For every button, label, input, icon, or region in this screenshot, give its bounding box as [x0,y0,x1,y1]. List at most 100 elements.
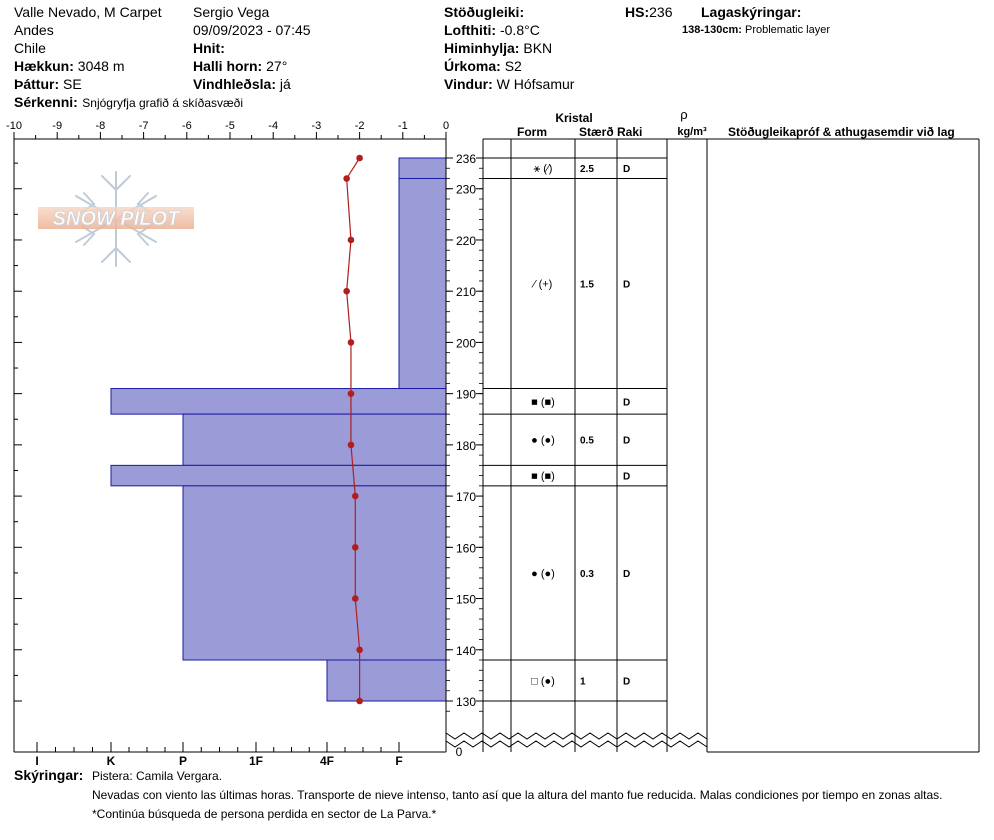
height-tick-label: 220 [456,234,476,248]
location-name: Valle Nevado, M Carpet [14,4,162,20]
hs-row: HS:236 [625,5,672,19]
layer-grain-size: 1 [580,677,586,688]
temp-tick-label: -9 [52,120,62,132]
hardness-bar [110,388,447,415]
height-tick-label: 236 [456,152,476,166]
stability-label: Stöðugleiki: [444,4,525,20]
wind-loading-value: já [279,76,291,92]
layer-grain-form: □ (●) [531,676,555,688]
mountain-range: Andes [14,22,54,38]
temperature-point [347,390,355,397]
precip-value: S2 [504,58,522,74]
hardness-tick-label: P [179,754,187,768]
hardness-tick-label: 1F [249,754,263,768]
layer-grain-form: ■ (■) [531,396,555,408]
temperature-point [347,236,355,244]
layer-notes-label: Lagaskýringar: [701,4,802,20]
hardness-tick-label: I [35,754,38,768]
temperature-point [356,646,363,654]
temperature-point [347,339,355,346]
slope-row: Halli horn: 27° [193,59,287,73]
temp-tick-label: -4 [268,120,278,132]
layer-moisture: D [623,569,630,580]
sky-row: Himinhylja: BKN [444,41,552,55]
temp-tick-label: -8 [96,120,106,132]
aspect-label: Þáttur: [14,76,60,92]
height-tick-label: 160 [456,541,476,555]
layer-grain-form: ● (●) [531,568,555,580]
hardness-tick-label: K [107,754,116,768]
precip-row: Úrkoma: S2 [444,59,522,73]
wind-loading-row: Vindhleðsla: já [193,77,291,91]
height-tick-label: 230 [456,183,476,197]
hardness-bar [182,485,447,661]
temp-tick-label: -2 [355,120,365,132]
layer-moisture: D [623,164,630,175]
temperature-point [351,492,359,500]
temperature-point [356,154,363,162]
temp-tick-label: 0 [443,120,449,132]
layer-note-range: 138-130cm: [682,24,742,36]
layer-grain-form: ● (●) [531,435,555,447]
layer-grain-size: 0.3 [580,569,594,580]
height-tick-label: 180 [456,439,476,453]
temp-tick-label: -6 [182,120,192,132]
layer-note-text: Problematic layer [745,24,830,36]
footer-label: Skýringar: [14,767,84,783]
temp-tick-label: -5 [225,120,235,132]
form-header: Form [517,125,547,139]
country: Chile [14,40,46,56]
size-header: Stærð [579,125,614,139]
hs-value: 236 [649,4,673,20]
zigzag-separator [445,732,708,748]
temp-tick-label: -3 [312,120,322,132]
hardness-bar [182,413,447,466]
temperature-point [347,441,355,449]
slope-label: Halli horn: [193,58,263,74]
sky-value: BKN [523,40,553,56]
footer-line-2: Nevadas con viento las últimas horas. Tr… [92,788,943,802]
kristal-header: Kristal [555,111,592,125]
layer-moisture: D [623,436,630,447]
observation-datetime: 09/09/2023 - 07:45 [193,22,311,38]
height-tick-label: 170 [456,490,476,504]
precip-label: Úrkoma: [444,58,501,74]
aspect-row: Þáttur: SE [14,77,82,91]
features-value: Snjógryfja grafið á skíðasvæði [82,96,244,110]
height-tick-label: 140 [456,644,476,658]
footer-line-1: Pistera: Camila Vergara. [92,769,223,783]
wind-loading-label: Vindhleðsla: [193,76,276,92]
layer-moisture: D [623,397,630,408]
elevation-label: Hækkun: [14,58,74,74]
layer-rows: ⚹ (⁄) 2.5 D ⁄ (+) 1.5 D ■ (■) D ● (●) 0.5 D ■ (■) D ●… [483,157,667,702]
hardness-bar [398,177,447,390]
layer-grain-size: 1.5 [580,280,594,291]
wind-value: W Hófsamur [496,76,575,92]
height-tick-label: 130 [456,695,476,709]
layer-grain-size: 0.5 [580,436,594,447]
observer-name: Sergio Vega [193,4,270,20]
sky-label: Himinhylja: [444,40,520,56]
layer-moisture: D [623,280,630,291]
wind-row: Vindur: W Hófsamur [444,77,574,91]
elevation-value: 3048 m [77,58,125,74]
watermark-text: SNOW PILOT [53,208,181,230]
temperature-line [346,157,361,701]
layer-grain-size: 2.5 [580,164,594,175]
hardness-bar [398,157,447,179]
density-unit-header: kg/m³ [677,126,707,138]
hardness-bar [326,659,447,702]
layer-note: 138-130cm: Problematic layer [682,25,830,36]
hs-label: HS: [625,4,650,20]
hardness-tick-label: F [395,754,402,768]
hardness-axis: I K P 1F 4F F [13,742,403,768]
layer-table-frame [482,138,980,753]
layer-grain-form: ⁄ (+) [531,279,553,291]
hardness-tick-label: 4F [320,754,334,768]
height-tick-label: 150 [456,593,476,607]
layer-moisture: D [623,677,630,688]
temp-tick-label: -1 [398,120,408,132]
slope-value: 27° [266,58,288,74]
features-label: Sérkenni: [14,94,78,110]
